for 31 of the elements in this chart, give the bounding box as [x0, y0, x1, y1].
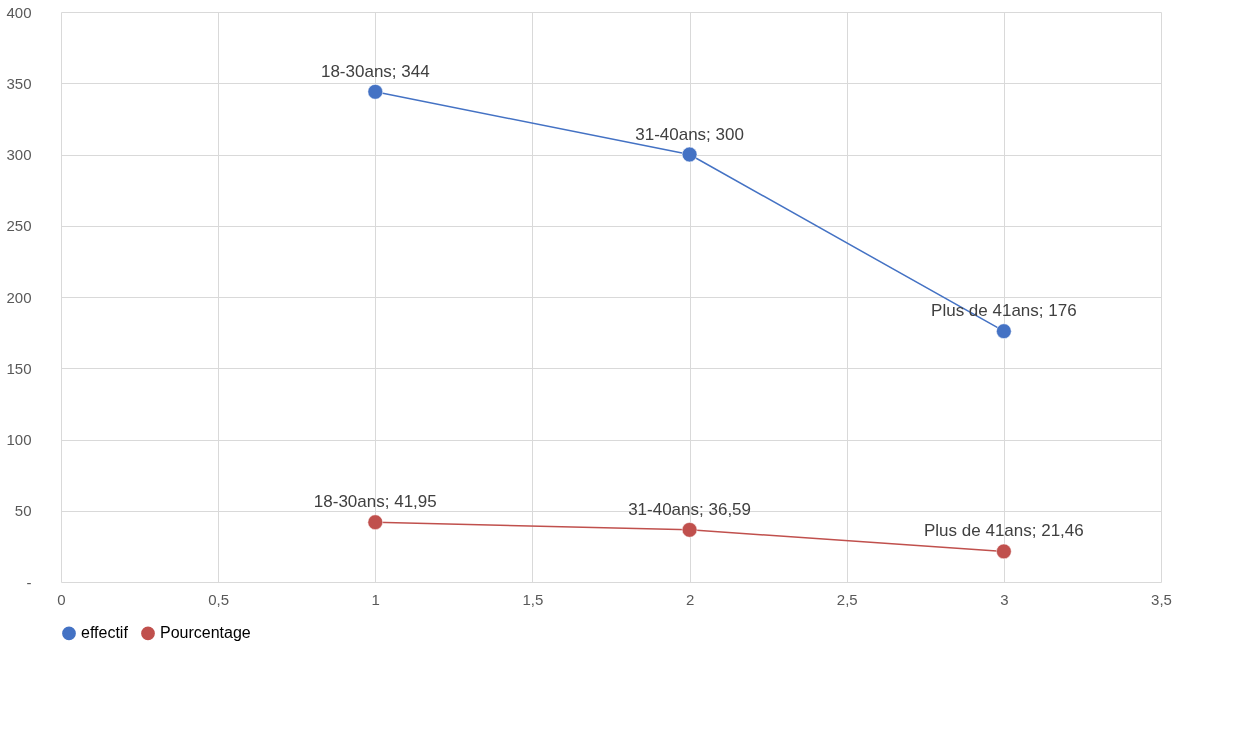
legend-label: Pourcentage — [160, 624, 251, 642]
y-tick-label: 100 — [6, 431, 32, 448]
point — [367, 514, 383, 530]
point — [681, 146, 698, 163]
point — [681, 522, 698, 538]
data-label: 18-30ans; 41,95 — [313, 492, 437, 512]
point — [996, 543, 1012, 560]
x-tick-label: 3 — [1000, 590, 1009, 608]
point — [367, 84, 383, 100]
x-tick-label: 2 — [685, 590, 695, 608]
data-label: Plus de 41ans; 21,46 — [923, 521, 1084, 541]
y-tick-label: 50 — [14, 502, 32, 520]
legend-label: effectif — [81, 624, 129, 642]
y-tick-label: 200 — [6, 288, 32, 306]
x-tick-label: 2,5 — [836, 590, 858, 608]
data-label: 31-40ans; 36,59 — [628, 499, 752, 519]
y-tick-label: 300 — [6, 146, 32, 163]
y-tick-label: - — [26, 573, 32, 591]
data-label: 31-40ans; 300 — [635, 124, 744, 144]
y-tick-label: 350 — [6, 74, 32, 92]
data-label: 18-30ans; 344 — [320, 61, 430, 81]
y-tick-label: 150 — [6, 359, 32, 377]
x-tick-label: 0,5 — [208, 590, 230, 608]
y-tick-label: 400 — [6, 3, 32, 21]
x-tick-label: 1,5 — [522, 590, 544, 608]
x-tick-label: 0 — [57, 590, 66, 608]
x-tick-label: 3,5 — [1151, 590, 1172, 608]
x-tick-label: 1 — [371, 590, 380, 608]
data-label: Plus de 41ans; 176 — [931, 301, 1077, 321]
y-tick-label: 250 — [6, 217, 32, 235]
point — [996, 323, 1012, 339]
